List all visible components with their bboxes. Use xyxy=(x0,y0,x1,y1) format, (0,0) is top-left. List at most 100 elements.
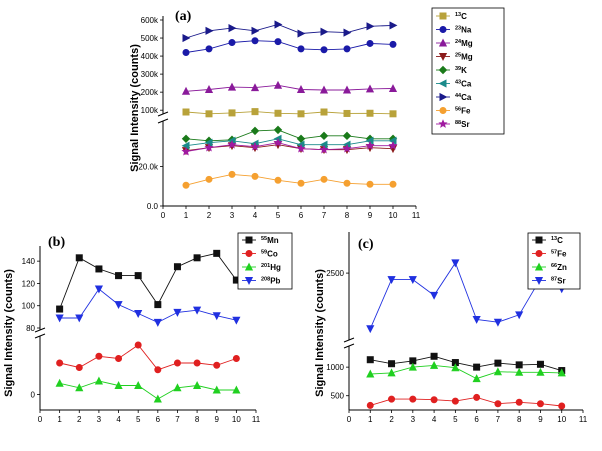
data-point xyxy=(366,109,374,117)
data-point xyxy=(536,360,544,368)
data-point xyxy=(389,21,398,30)
data-point xyxy=(342,143,352,153)
series-57Fe xyxy=(366,393,566,410)
data-point xyxy=(273,125,283,135)
data-point xyxy=(134,310,143,318)
x-tick-label: 7 xyxy=(496,415,501,424)
series-55Mn xyxy=(56,249,240,313)
data-point xyxy=(366,180,374,188)
data-point xyxy=(366,401,374,409)
chart-b: (b) Signal Intensity (counts) 0 1 2 3 4 5 6 7 8 9… xyxy=(3,232,293,424)
data-point xyxy=(366,369,375,378)
data-point xyxy=(114,301,123,310)
x-tick-label: 10 xyxy=(557,415,566,424)
y-tick-label: 500 xyxy=(331,392,345,401)
legend-marker xyxy=(439,12,447,20)
legend-marker xyxy=(438,52,448,61)
x-tick-label: 2 xyxy=(389,415,394,424)
data-point xyxy=(319,85,329,94)
data-point xyxy=(557,368,566,377)
series-line-44Ca xyxy=(185,24,394,39)
data-point xyxy=(75,254,83,262)
x-tick-label: 3 xyxy=(411,415,416,424)
data-point xyxy=(227,139,237,149)
axis-break-mark xyxy=(157,118,169,124)
data-point xyxy=(451,259,460,268)
data-point xyxy=(342,131,352,141)
series-13C xyxy=(366,352,566,375)
data-point xyxy=(181,86,191,95)
series-line-66Zn xyxy=(370,364,562,380)
x-tick-label: 6 xyxy=(156,415,161,424)
x-tick-label: 1 xyxy=(184,211,189,220)
legend-marker xyxy=(438,119,448,128)
data-point xyxy=(320,108,328,116)
data-point xyxy=(250,126,260,136)
x-tick-label: 2 xyxy=(77,415,82,424)
data-point xyxy=(493,318,503,327)
data-point xyxy=(154,366,162,374)
data-point xyxy=(95,352,103,360)
series-line-208Pb xyxy=(59,288,237,323)
data-point xyxy=(558,402,566,410)
data-point xyxy=(75,383,84,392)
data-point xyxy=(429,360,439,369)
data-point xyxy=(408,276,417,285)
data-point xyxy=(205,175,213,183)
x-tick-label: 3 xyxy=(230,211,235,220)
data-point xyxy=(297,45,305,53)
data-point xyxy=(408,362,417,371)
series-line-43Ca xyxy=(185,138,393,147)
data-point xyxy=(154,301,162,309)
data-point xyxy=(173,359,181,367)
data-point xyxy=(365,84,375,93)
data-point xyxy=(296,84,306,93)
x-tick-label: 4 xyxy=(432,415,437,424)
y-tick-label: 400k xyxy=(141,52,159,61)
series-13C xyxy=(182,108,397,118)
series-208Pb xyxy=(55,285,241,327)
legend-marker xyxy=(245,236,253,244)
series-24Mg xyxy=(181,80,398,95)
series-line-59Co xyxy=(59,344,237,371)
legend-label: 59Co xyxy=(261,250,278,259)
data-point xyxy=(536,400,544,408)
chart-c-y-axis-label: Signal Intensity (counts) xyxy=(314,269,326,397)
legend-label: 25Mg xyxy=(455,53,473,62)
data-point xyxy=(319,131,329,141)
data-point xyxy=(55,314,64,323)
data-point xyxy=(232,385,241,394)
y-tick-label: 100k xyxy=(141,106,159,115)
x-tick-label: 5 xyxy=(136,415,141,424)
legend-marker xyxy=(535,236,543,244)
data-point xyxy=(473,393,481,401)
data-point xyxy=(153,318,162,327)
data-point xyxy=(388,395,396,403)
data-point xyxy=(473,363,481,371)
data-point xyxy=(193,254,201,262)
x-tick-label: 4 xyxy=(253,211,258,220)
x-tick-label: 11 xyxy=(579,415,588,424)
data-point xyxy=(430,352,438,360)
y-tick-label: 2500 xyxy=(326,269,344,278)
chart-a-y-axis-label: Signal Intensity (counts) xyxy=(129,44,141,172)
data-point xyxy=(387,368,396,377)
x-tick-label: 8 xyxy=(345,211,350,220)
x-tick-label: 9 xyxy=(538,415,543,424)
y-tick-label: 0 xyxy=(31,391,36,400)
y-tick-label: 600k xyxy=(141,16,159,25)
series-44Ca xyxy=(182,20,398,43)
series-59Co xyxy=(56,341,240,374)
legend-marker xyxy=(534,276,544,285)
data-point xyxy=(134,272,142,280)
data-point xyxy=(320,175,328,183)
data-point xyxy=(213,249,221,257)
data-point xyxy=(205,45,213,53)
data-point xyxy=(515,311,524,320)
data-point xyxy=(205,110,213,118)
panel-b-label: (b) xyxy=(48,235,65,250)
data-point xyxy=(228,109,236,117)
x-tick-label: 0 xyxy=(161,211,166,220)
data-point xyxy=(274,176,282,184)
